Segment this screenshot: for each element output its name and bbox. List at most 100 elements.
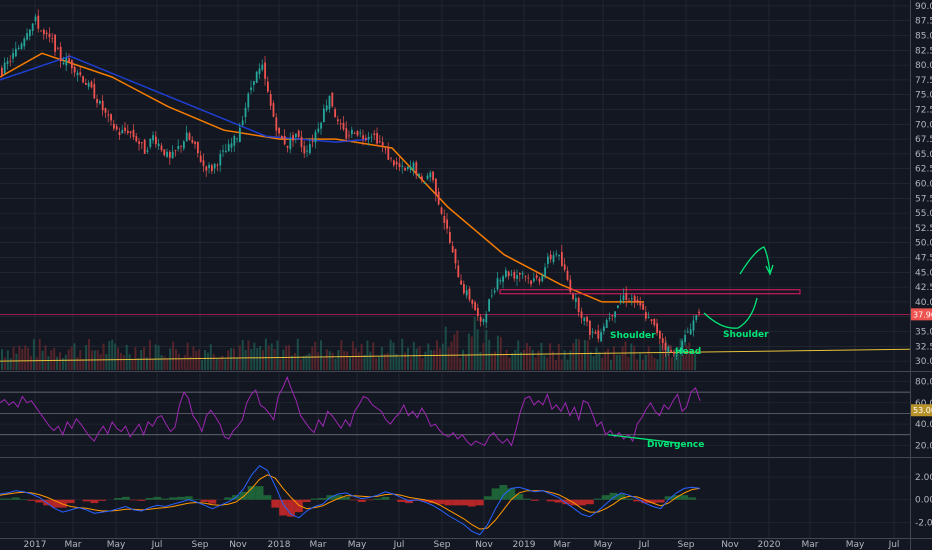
candle-body — [314, 131, 317, 143]
volume-bar — [351, 341, 354, 370]
candle-body — [381, 141, 384, 146]
volume-bar — [476, 329, 479, 370]
candle-body — [269, 94, 272, 106]
volume-bar — [111, 339, 114, 370]
volume-bar — [70, 346, 73, 370]
volume-bar — [215, 358, 218, 370]
volume-bar — [430, 350, 433, 370]
volume-bar — [140, 349, 143, 370]
candle-body — [502, 276, 504, 282]
volume-bar — [21, 349, 24, 370]
candle-body — [583, 317, 586, 322]
volume-bar — [554, 359, 557, 370]
candle-body — [129, 131, 132, 133]
volume-bar — [331, 352, 334, 370]
candle-body — [118, 132, 121, 136]
volume-bar — [35, 357, 38, 370]
volume-bar — [537, 350, 540, 370]
macd-histogram-bar — [0, 498, 4, 500]
macd-histogram-bar — [129, 499, 138, 501]
volume-bar — [566, 359, 569, 370]
candle-body — [524, 276, 527, 278]
macd-histogram-bar — [350, 499, 358, 501]
volume-bar — [415, 348, 418, 370]
candle-body — [681, 340, 684, 352]
volume-bar — [201, 359, 204, 370]
volume-bar — [404, 352, 407, 370]
macd-histogram-bar — [405, 499, 413, 504]
volume-bar — [453, 334, 456, 370]
volume-bar — [563, 350, 566, 370]
rsi-value-label: 53.00 — [913, 406, 932, 415]
head-label: Head — [675, 347, 701, 357]
macd-histogram-bar — [641, 499, 649, 504]
price-tick-label: 67.50 — [915, 135, 932, 145]
macd-histogram-bar — [585, 499, 594, 505]
volume-bar — [578, 339, 581, 370]
macd-signal-line — [0, 474, 701, 530]
volume-bar — [125, 344, 128, 370]
macd-histogram-bar — [310, 498, 319, 500]
shoulder-right-label: Shoulder — [723, 330, 769, 340]
candle-body — [127, 130, 129, 134]
price-tick-label: 32.50 — [915, 342, 932, 352]
price-tick-label: 75.00 — [915, 91, 932, 101]
candle-body — [423, 182, 426, 184]
macd-histogram-bar — [617, 494, 626, 500]
volume-bar — [511, 353, 514, 370]
x-tick-label: 2020 — [758, 540, 781, 550]
candle-body — [566, 270, 569, 280]
x-tick-label: May — [107, 540, 126, 550]
volume-bar — [525, 342, 528, 370]
candle-body — [370, 136, 373, 138]
volume-bar — [32, 339, 35, 370]
price-tick-label: 80.00 — [915, 61, 932, 71]
candle-body — [367, 136, 370, 140]
volume-bar — [244, 349, 247, 370]
candle-body — [535, 275, 538, 278]
macd-line — [0, 465, 701, 536]
volume-bar — [328, 351, 331, 370]
candle-body — [328, 96, 331, 109]
axes: 2017 Mar May Jul Sep Nov 2018 Mar May Jul Sep Nov 20… — [24, 2, 932, 550]
volume-bar — [24, 345, 27, 370]
price-tick-label: 52.50 — [915, 224, 932, 234]
price-tick-label: 42.50 — [915, 283, 932, 293]
candle-body — [68, 58, 70, 62]
volume-bar — [6, 350, 9, 370]
volume-bar — [195, 351, 198, 370]
candle-body — [141, 142, 143, 144]
volume-bar — [560, 359, 563, 370]
candle-body — [236, 138, 238, 140]
macd-histogram-bar — [98, 499, 107, 501]
candle-body — [577, 297, 580, 313]
candle-body — [149, 138, 152, 148]
volume-bar — [691, 351, 694, 370]
x-tick-label: May — [348, 540, 367, 550]
macd-histogram-bar — [176, 496, 185, 500]
macd-histogram-bar — [475, 499, 484, 506]
x-tick-label: 2019 — [513, 540, 536, 550]
volume-bar — [209, 344, 212, 370]
volume-bar — [610, 359, 612, 370]
macd-histogram-bar — [523, 498, 531, 500]
volume-bar — [128, 354, 131, 370]
volume-bar — [433, 350, 436, 370]
candle-body — [673, 351, 675, 354]
volume-bar — [151, 359, 154, 370]
volume-bar — [172, 341, 175, 370]
macd-histogram-bar — [357, 499, 366, 502]
macd-histogram-bar — [412, 499, 421, 501]
x-tick-label: Mar — [65, 540, 82, 550]
volume-bar — [531, 349, 534, 370]
macd-histogram-bar — [19, 499, 28, 500]
volume-bar — [441, 343, 444, 370]
volume-bar — [375, 358, 378, 370]
candle-body — [692, 320, 695, 331]
candle-body — [474, 302, 476, 311]
volume-bar — [166, 358, 169, 370]
volume-bar — [502, 354, 505, 370]
candle-body — [57, 48, 59, 50]
